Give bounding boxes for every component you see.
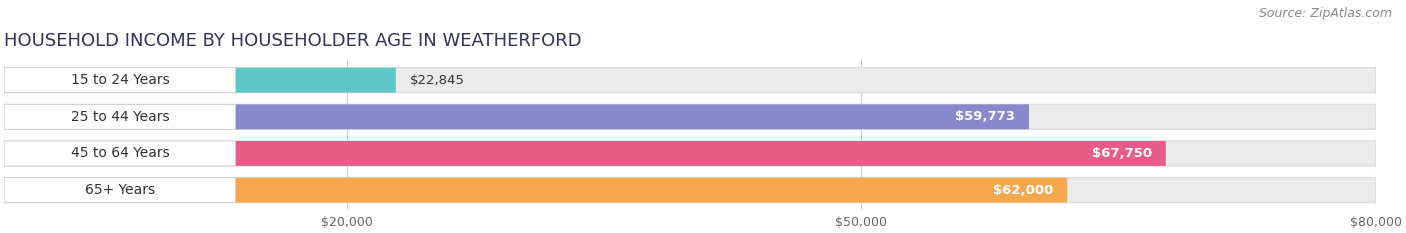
Text: $62,000: $62,000 bbox=[993, 184, 1053, 197]
FancyBboxPatch shape bbox=[4, 178, 236, 202]
FancyBboxPatch shape bbox=[4, 178, 1067, 202]
Text: $22,845: $22,845 bbox=[409, 74, 464, 87]
Text: $67,750: $67,750 bbox=[1092, 147, 1152, 160]
FancyBboxPatch shape bbox=[4, 178, 1376, 202]
FancyBboxPatch shape bbox=[4, 104, 236, 129]
FancyBboxPatch shape bbox=[4, 141, 1376, 166]
FancyBboxPatch shape bbox=[4, 104, 1029, 129]
Text: 15 to 24 Years: 15 to 24 Years bbox=[70, 73, 169, 87]
FancyBboxPatch shape bbox=[4, 141, 236, 166]
FancyBboxPatch shape bbox=[4, 68, 1376, 93]
FancyBboxPatch shape bbox=[4, 104, 1376, 129]
Text: HOUSEHOLD INCOME BY HOUSEHOLDER AGE IN WEATHERFORD: HOUSEHOLD INCOME BY HOUSEHOLDER AGE IN W… bbox=[4, 32, 582, 50]
Text: 25 to 44 Years: 25 to 44 Years bbox=[70, 110, 169, 124]
Text: Source: ZipAtlas.com: Source: ZipAtlas.com bbox=[1258, 7, 1392, 20]
FancyBboxPatch shape bbox=[4, 68, 396, 93]
Text: $59,773: $59,773 bbox=[955, 110, 1015, 123]
Text: 65+ Years: 65+ Years bbox=[84, 183, 155, 197]
Text: 45 to 64 Years: 45 to 64 Years bbox=[70, 147, 169, 161]
FancyBboxPatch shape bbox=[4, 141, 1166, 166]
FancyBboxPatch shape bbox=[4, 68, 236, 93]
